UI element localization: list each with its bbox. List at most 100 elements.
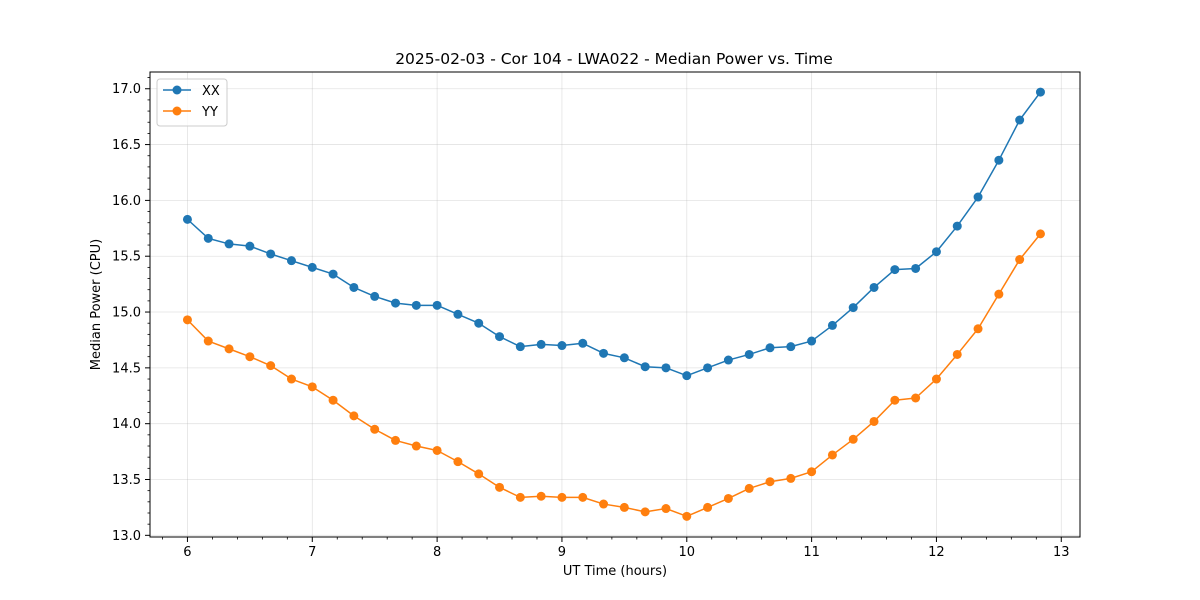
legend-marker-xx	[172, 85, 182, 95]
data-point-yy	[869, 416, 879, 426]
data-point-yy	[557, 492, 567, 502]
legend-label-yy: YY	[201, 105, 218, 120]
data-point-xx	[952, 221, 962, 231]
data-point-yy	[328, 395, 338, 405]
plot-frame	[149, 71, 1081, 538]
data-point-xx	[827, 320, 837, 330]
data-point-xx	[307, 262, 317, 272]
data-point-xx	[515, 342, 525, 352]
data-point-yy	[890, 395, 900, 405]
data-point-xx	[640, 362, 650, 372]
x-axis: 6 7 8 9 10 11 12 13	[162, 537, 1070, 560]
data-point-xx	[661, 363, 671, 373]
data-point-xx	[245, 241, 255, 251]
data-point-xx	[391, 298, 401, 308]
data-point-xx	[994, 155, 1004, 165]
y-tick-label: 14.0	[112, 417, 141, 432]
y-axis: 13.0 13.5 14.0 14.5 15.0 15.5 16.0 16.5 17.0	[112, 77, 150, 544]
x-tick-label: 11	[803, 545, 820, 560]
data-point-yy	[619, 502, 629, 512]
data-point-yy	[765, 477, 775, 487]
data-point-xx	[495, 332, 505, 342]
data-point-yy	[640, 507, 650, 517]
data-point-yy	[370, 424, 380, 434]
data-point-xx	[931, 247, 941, 257]
data-point-yy	[411, 441, 421, 451]
data-point-xx	[203, 233, 213, 243]
y-tick-label: 14.5	[112, 361, 141, 376]
data-point-yy	[266, 361, 276, 371]
data-point-yy	[744, 483, 754, 493]
data-point-xx	[703, 363, 713, 373]
legend-label-xx: XX	[202, 84, 220, 99]
data-point-yy	[578, 492, 588, 502]
series-layer	[182, 87, 1045, 521]
data-point-yy	[723, 493, 733, 503]
x-tick-label: 8	[433, 545, 441, 560]
data-point-yy	[848, 434, 858, 444]
y-axis-label: Median Power (CPU)	[89, 239, 104, 370]
data-point-yy	[911, 393, 921, 403]
data-point-xx	[411, 300, 421, 310]
data-point-yy	[827, 450, 837, 460]
x-axis-label: UT Time (hours)	[563, 564, 667, 579]
data-point-xx	[1035, 87, 1045, 97]
data-point-xx	[744, 349, 754, 359]
legend: XX YY	[156, 78, 228, 127]
data-point-xx	[453, 309, 463, 319]
data-point-xx	[599, 348, 609, 358]
y-tick-label: 13.0	[112, 529, 141, 544]
y-tick-label: 17.0	[112, 82, 141, 97]
data-point-xx	[349, 282, 359, 292]
data-point-yy	[536, 491, 546, 501]
data-point-yy	[807, 467, 817, 477]
data-point-yy	[994, 289, 1004, 299]
y-tick-label: 16.0	[112, 194, 141, 209]
data-point-xx	[182, 214, 192, 224]
plot-background	[150, 72, 1080, 537]
data-point-yy	[703, 502, 713, 512]
x-tick-label: 6	[183, 545, 191, 560]
data-point-xx	[890, 265, 900, 275]
data-point-yy	[661, 504, 671, 514]
data-point-yy	[515, 492, 525, 502]
data-point-xx	[848, 303, 858, 313]
data-point-xx	[536, 339, 546, 349]
data-point-yy	[453, 457, 463, 467]
data-point-xx	[911, 263, 921, 273]
data-point-xx	[619, 353, 629, 363]
data-point-yy	[432, 445, 442, 455]
x-tick-label: 7	[308, 545, 316, 560]
data-point-xx	[432, 300, 442, 310]
data-point-xx	[474, 318, 484, 328]
data-point-yy	[495, 482, 505, 492]
x-tick-label: 12	[928, 545, 945, 560]
data-point-xx	[682, 371, 692, 381]
data-point-xx	[328, 269, 338, 279]
x-tick-label: 9	[558, 545, 566, 560]
data-point-xx	[765, 343, 775, 353]
data-point-yy	[245, 352, 255, 362]
x-tick-label: 13	[1053, 545, 1070, 560]
data-point-yy	[391, 435, 401, 445]
data-point-yy	[203, 336, 213, 346]
y-tick-label: 13.5	[112, 473, 141, 488]
data-point-yy	[307, 382, 317, 392]
data-point-xx	[266, 249, 276, 259]
data-point-yy	[599, 499, 609, 509]
data-point-xx	[1015, 115, 1025, 125]
data-point-yy	[973, 324, 983, 334]
data-point-yy	[349, 411, 359, 421]
data-point-xx	[786, 342, 796, 352]
data-point-yy	[786, 473, 796, 483]
data-point-xx	[370, 291, 380, 301]
y-tick-label: 16.5	[112, 138, 141, 153]
plot-area	[149, 71, 1081, 538]
y-tick-label: 15.0	[112, 306, 141, 321]
data-point-xx	[224, 239, 234, 249]
data-point-xx	[973, 192, 983, 202]
y-tick-label: 15.5	[112, 250, 141, 265]
data-point-yy	[224, 344, 234, 354]
data-point-yy	[931, 374, 941, 384]
